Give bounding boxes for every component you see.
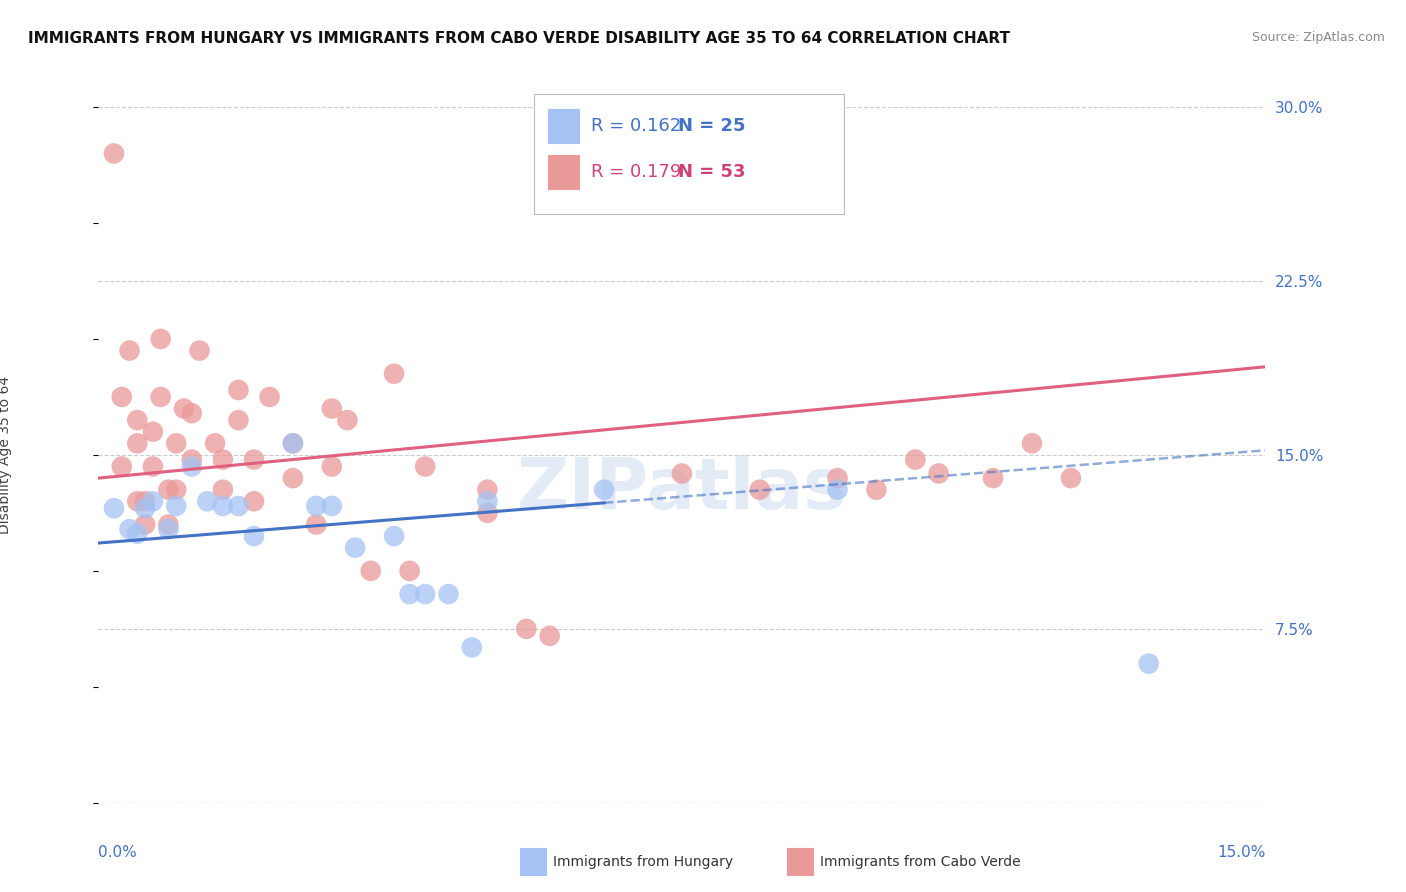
Point (195, 494, 218, 508)
Point (477, 483, 499, 497)
Point (212, 483, 235, 497)
Point (228, 383, 250, 397)
Point (281, 436, 304, 450)
Point (321, 499, 343, 513)
Point (360, 564, 382, 578)
Point (827, 471, 849, 485)
Point (149, 332, 172, 346)
Point (1137, 657, 1160, 671)
Point (321, 459, 343, 474)
Point (165, 499, 187, 513)
Text: Immigrants from Cabo Verde: Immigrants from Cabo Verde (820, 855, 1021, 869)
Point (142, 494, 165, 508)
Point (477, 494, 499, 508)
Point (111, 390, 134, 404)
Point (165, 436, 187, 450)
Point (616, 193, 638, 207)
Point (865, 483, 887, 497)
Point (173, 401, 195, 416)
Point (259, 390, 281, 404)
Point (127, 526, 149, 541)
Point (748, 483, 770, 497)
Point (321, 401, 343, 416)
Point (228, 499, 250, 513)
Text: R = 0.179: R = 0.179 (591, 163, 681, 181)
Point (437, 587, 460, 601)
Point (413, 587, 436, 601)
Point (127, 436, 149, 450)
Text: R = 0.162: R = 0.162 (591, 117, 681, 135)
Point (515, 622, 537, 636)
Point (344, 541, 367, 555)
Point (188, 343, 211, 358)
Text: Immigrants from Hungary: Immigrants from Hungary (553, 855, 733, 869)
Text: IMMIGRANTS FROM HUNGARY VS IMMIGRANTS FROM CABO VERDE DISABILITY AGE 35 TO 64 CO: IMMIGRANTS FROM HUNGARY VS IMMIGRANTS FR… (28, 31, 1010, 46)
Point (149, 390, 172, 404)
Text: 0.0%: 0.0% (98, 845, 138, 860)
Point (243, 529, 266, 543)
Text: Disability Age 35 to 64: Disability Age 35 to 64 (0, 376, 13, 534)
Point (165, 483, 187, 497)
Point (180, 452, 202, 467)
Point (127, 413, 149, 427)
Point (382, 367, 405, 381)
Point (127, 494, 149, 508)
Point (336, 413, 359, 427)
Point (1060, 471, 1083, 485)
Point (180, 459, 202, 474)
Point (134, 494, 156, 508)
Point (180, 406, 202, 420)
Point (305, 517, 328, 532)
Point (157, 517, 180, 532)
Point (904, 452, 927, 467)
Point (157, 483, 180, 497)
Point (671, 467, 693, 481)
Text: ZIPatlas: ZIPatlas (517, 455, 846, 524)
Point (928, 467, 950, 481)
Point (461, 640, 484, 655)
Point (228, 413, 250, 427)
Text: N = 53: N = 53 (678, 163, 745, 181)
Point (134, 517, 156, 532)
Point (134, 501, 156, 516)
Point (398, 587, 420, 601)
Point (413, 459, 436, 474)
Point (212, 452, 235, 467)
Point (981, 471, 1004, 485)
Point (1021, 436, 1043, 450)
Point (204, 436, 226, 450)
Point (243, 494, 266, 508)
Point (827, 483, 849, 497)
Point (281, 471, 304, 485)
Point (157, 522, 180, 536)
Text: 15.0%: 15.0% (1218, 845, 1265, 860)
Point (477, 506, 499, 520)
Point (382, 529, 405, 543)
Point (103, 501, 125, 516)
Text: Source: ZipAtlas.com: Source: ZipAtlas.com (1251, 31, 1385, 45)
Point (593, 483, 616, 497)
Point (398, 564, 420, 578)
Point (243, 452, 266, 467)
Point (212, 499, 235, 513)
Point (111, 459, 134, 474)
Point (305, 499, 328, 513)
Point (103, 146, 125, 161)
Point (118, 522, 141, 536)
Point (538, 629, 561, 643)
Point (142, 459, 165, 474)
Point (142, 425, 165, 439)
Point (118, 343, 141, 358)
Text: N = 25: N = 25 (678, 117, 745, 135)
Point (281, 436, 304, 450)
